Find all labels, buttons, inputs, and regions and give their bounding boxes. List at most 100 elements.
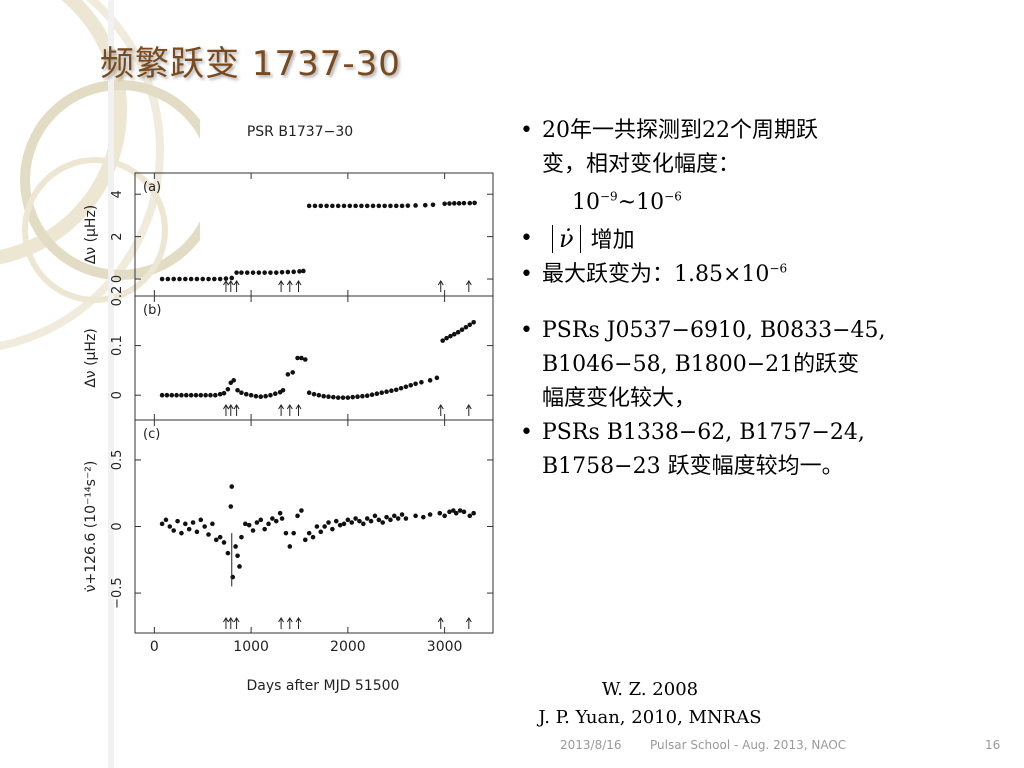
data-point	[376, 203, 382, 209]
data-point	[388, 203, 393, 209]
data-point	[165, 276, 171, 282]
data-point	[243, 521, 248, 527]
data-point	[159, 276, 165, 282]
data-point	[306, 390, 312, 396]
data-point	[244, 270, 250, 275]
data-point	[422, 202, 428, 208]
glitch-arrow	[223, 280, 229, 292]
max-glitch-value: 1.85×10	[674, 262, 770, 287]
data-point	[198, 392, 204, 398]
data-point	[461, 509, 467, 515]
data-point	[229, 275, 235, 281]
panel-label: (c)	[143, 427, 160, 442]
data-point	[283, 530, 289, 536]
data-point	[302, 357, 308, 362]
data-point	[372, 513, 378, 519]
data-point	[235, 387, 240, 393]
reference-1: W. Z. 2008	[601, 679, 699, 700]
data-point	[384, 514, 389, 520]
data-point	[210, 521, 215, 527]
data-point	[239, 270, 244, 275]
data-point	[223, 276, 229, 281]
data-point	[270, 516, 275, 521]
glitch-arrow	[295, 617, 302, 629]
data-point	[297, 269, 302, 274]
y-axis-label: Δν (μHz)	[83, 328, 99, 388]
data-point	[228, 504, 234, 509]
data-point	[461, 200, 467, 206]
data-point	[355, 394, 360, 399]
data-point	[451, 201, 457, 206]
bullet-1-line-b: 变，相对变化幅度：	[542, 152, 741, 177]
data-point	[301, 268, 306, 274]
data-point	[225, 386, 231, 392]
data-point	[350, 394, 356, 400]
data-point	[331, 394, 336, 400]
y-tick-label: 0	[110, 522, 125, 530]
data-point	[451, 508, 456, 513]
data-point	[440, 338, 445, 343]
data-point	[234, 270, 239, 275]
data-point	[467, 513, 473, 519]
data-point	[408, 382, 414, 388]
data-point	[437, 510, 443, 516]
data-point	[369, 392, 375, 398]
data-point	[188, 276, 194, 282]
data-point	[471, 510, 476, 516]
data-point	[398, 385, 404, 391]
glitch-arrow	[286, 617, 293, 629]
glitch-arrow	[278, 280, 285, 292]
glitch-arrow	[223, 404, 229, 416]
data-point	[231, 378, 236, 383]
data-point	[421, 514, 426, 520]
data-point	[290, 370, 296, 375]
figure-title: PSR B1737−30	[247, 124, 353, 140]
data-point	[273, 518, 279, 524]
data-point	[213, 392, 218, 398]
data-point	[463, 324, 469, 330]
data-point	[299, 355, 304, 361]
data-point	[326, 394, 331, 399]
data-point	[279, 269, 285, 275]
data-point	[413, 381, 418, 387]
y-tick-label: 0	[110, 391, 125, 399]
data-point	[167, 524, 173, 529]
bullet-2: • ν̇ 增加	[520, 225, 635, 253]
y-tick-label: 0.2	[110, 286, 125, 307]
data-point	[395, 516, 401, 521]
y-tick-label: 0	[110, 275, 125, 283]
glitch-arrow	[223, 617, 229, 629]
data-point	[335, 395, 341, 400]
data-point	[230, 574, 236, 580]
slide-title: 频繁跃变 1737-30	[100, 44, 401, 84]
y-tick-label: 0.1	[110, 335, 125, 356]
data-point	[159, 392, 165, 398]
data-point	[405, 203, 411, 208]
glitch-arrow	[233, 617, 240, 629]
data-point	[388, 517, 393, 523]
data-point	[364, 393, 370, 398]
panel-frame	[134, 295, 494, 421]
data-point	[379, 390, 385, 396]
data-point	[190, 520, 196, 525]
data-point	[341, 203, 347, 209]
data-point	[389, 388, 394, 394]
glitch-arrow	[437, 617, 444, 629]
x-tick-label: 0	[150, 639, 159, 655]
data-point	[268, 392, 273, 398]
data-point	[212, 276, 217, 282]
data-point	[272, 391, 278, 397]
bullet-2-text: 增加	[590, 228, 635, 253]
data-point	[174, 392, 179, 398]
data-point	[467, 200, 473, 206]
glitch-arrow	[295, 404, 302, 416]
data-point	[364, 203, 370, 209]
data-point	[345, 517, 351, 523]
data-point	[250, 528, 256, 533]
data-point	[159, 521, 165, 527]
data-point	[370, 203, 376, 209]
data-point	[413, 203, 418, 208]
panel-2: 0 0.1 0.2 (b) Δν (μHz)	[83, 286, 494, 421]
data-point	[262, 526, 267, 532]
data-point	[314, 524, 320, 529]
